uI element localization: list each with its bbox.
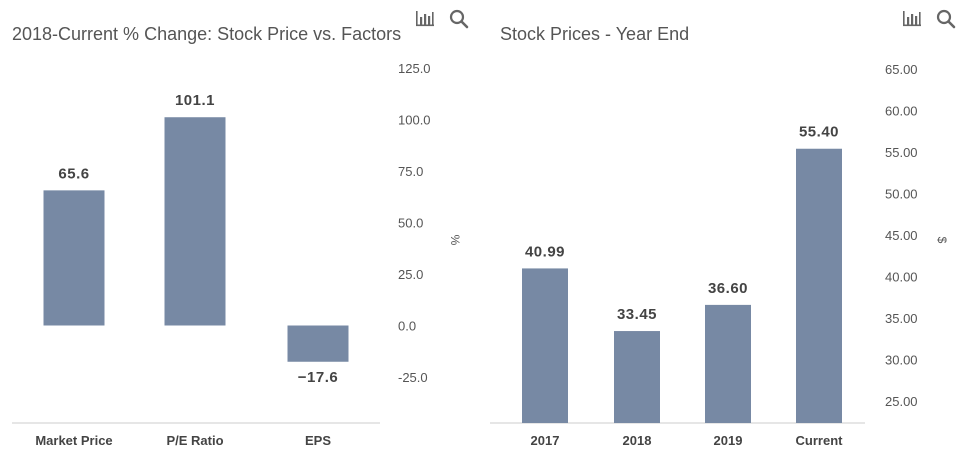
search-icon[interactable] <box>935 8 957 30</box>
y-tick-label: 50.00 <box>885 187 918 202</box>
y-tick-label: 60.00 <box>885 104 918 119</box>
y-tick-label: 75.0 <box>398 164 423 179</box>
bar <box>43 190 105 326</box>
category-label: Current <box>796 433 844 448</box>
chart-panel-year-end-prices: Stock Prices - Year End 65.00 60.00 55.00 5… <box>480 0 959 466</box>
data-label: 36.60 <box>708 280 748 297</box>
category-label: EPS <box>305 433 331 448</box>
y-tick-label: 25.00 <box>885 394 918 409</box>
y-tick-label: 45.00 <box>885 228 918 243</box>
bar-chart-icon[interactable] <box>901 8 923 30</box>
category-label: Market Price <box>35 433 112 448</box>
data-label: 40.99 <box>525 243 565 260</box>
bar-chart-price-vs-factors: 125.0 100.0 75.0 50.0 25.0 0.0 -25.0% 65.6 Marke… <box>12 61 462 448</box>
y-tick-label: 30.00 <box>885 353 918 368</box>
chart-panel-price-vs-factors: 2018-Current % Change: Stock Price vs. F… <box>12 8 470 448</box>
data-label: 65.6 <box>58 165 89 182</box>
y-tick-label: 25.0 <box>398 267 423 282</box>
data-label: 33.45 <box>617 306 657 323</box>
chart-title: 2018-Current % Change: Stock Price vs. F… <box>12 24 402 44</box>
bar-chart-year-end-prices: 65.00 60.00 55.00 50.00 45.00 40.00 35.00 30.00… <box>490 62 949 448</box>
bar-chart-icon[interactable] <box>414 8 436 30</box>
category-label: 2017 <box>531 433 560 448</box>
data-label: 101.1 <box>175 92 215 109</box>
y-tick-label: 0.0 <box>398 319 416 334</box>
bar <box>614 331 660 423</box>
chart-title: Stock Prices - Year End <box>500 24 690 44</box>
y-tick-label: 100.0 <box>398 113 431 128</box>
y-tick-label: 50.0 <box>398 216 423 231</box>
category-label: P/E Ratio <box>166 433 223 448</box>
category-label: 2019 <box>714 433 743 448</box>
y-tick-label: 125.0 <box>398 61 431 76</box>
data-label: −17.6 <box>298 369 338 386</box>
bar <box>287 325 349 362</box>
bar <box>522 268 568 423</box>
search-icon[interactable] <box>448 8 470 30</box>
y-tick-label: 40.00 <box>885 270 918 285</box>
bar <box>796 148 842 424</box>
y-tick-label: -25.0 <box>398 370 428 385</box>
y-tick-label: 55.00 <box>885 145 918 160</box>
data-label: 55.40 <box>799 124 839 141</box>
y-axis-unit: $ <box>935 237 949 244</box>
y-tick-label: 65.00 <box>885 62 918 77</box>
bar <box>705 304 751 423</box>
bar <box>164 117 226 326</box>
category-label: 2018 <box>623 433 652 448</box>
y-axis-unit: % <box>448 235 462 246</box>
y-tick-label: 35.00 <box>885 311 918 326</box>
